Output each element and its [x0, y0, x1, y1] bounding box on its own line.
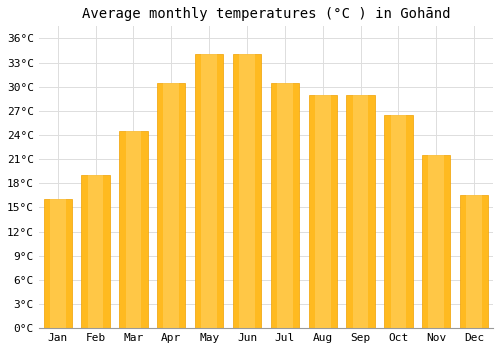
Bar: [88, 175, 104, 328]
Bar: [126, 131, 141, 328]
Bar: [44, 199, 72, 328]
Bar: [315, 95, 330, 328]
Bar: [277, 83, 292, 328]
Bar: [422, 155, 450, 328]
Bar: [164, 83, 179, 328]
Bar: [270, 83, 299, 328]
Bar: [353, 95, 368, 328]
Bar: [390, 115, 406, 328]
Bar: [428, 155, 444, 328]
Bar: [346, 95, 375, 328]
Bar: [195, 55, 224, 328]
Bar: [239, 55, 255, 328]
Bar: [308, 95, 337, 328]
Bar: [233, 55, 261, 328]
Bar: [384, 115, 412, 328]
Bar: [466, 195, 482, 328]
Bar: [50, 199, 66, 328]
Title: Average monthly temperatures (°C ) in Gohānd: Average monthly temperatures (°C ) in Go…: [82, 7, 450, 21]
Bar: [202, 55, 217, 328]
Bar: [460, 195, 488, 328]
Bar: [157, 83, 186, 328]
Bar: [82, 175, 110, 328]
Bar: [119, 131, 148, 328]
